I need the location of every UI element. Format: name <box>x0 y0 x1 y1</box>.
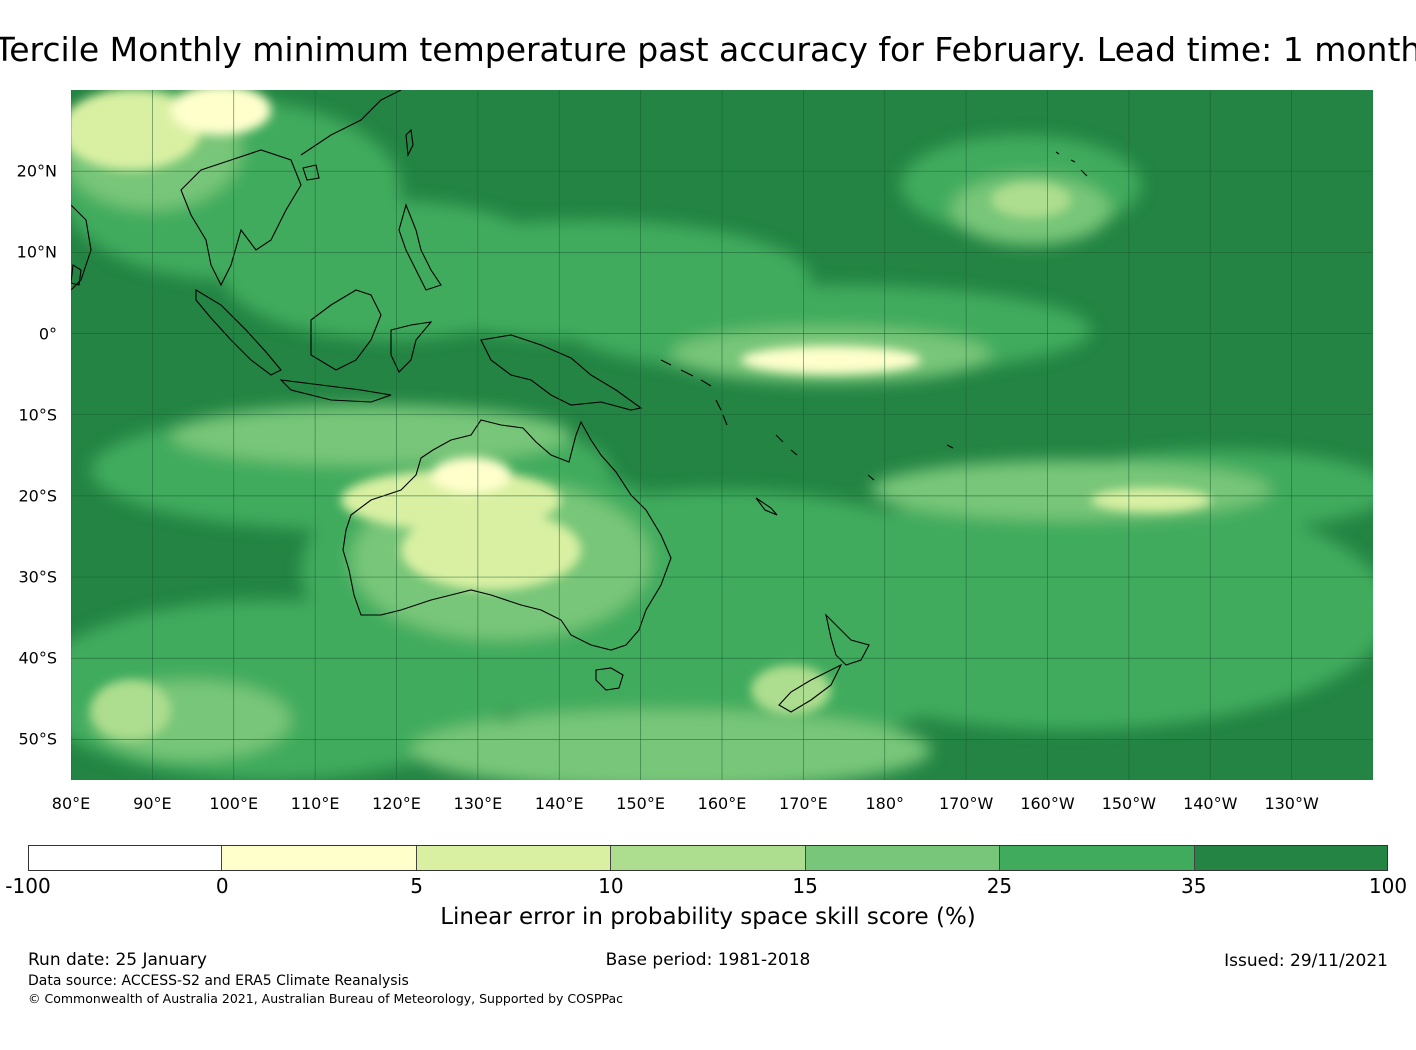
colorbar-tick-label: 15 <box>792 874 818 898</box>
colorbar-segment <box>222 845 417 871</box>
colorbar-segment <box>28 845 223 871</box>
colorbar <box>28 845 1388 871</box>
colorbar-segment <box>1000 845 1195 871</box>
philippines-coast <box>398 203 442 291</box>
base-period: Base period: 1981-2018 <box>605 950 811 970</box>
longitude-label: 160°E <box>697 794 747 813</box>
longitude-label: 130°E <box>453 794 503 813</box>
colorbar-segment <box>805 845 1001 871</box>
latitude-label: 50°S <box>18 729 57 749</box>
high-skill-patches <box>71 90 1211 740</box>
longitude-label: 170°E <box>779 794 828 813</box>
issued-date: Issued: 29/11/2021 <box>1224 951 1388 971</box>
taiwan-coast <box>405 128 414 157</box>
latitude-label: 10°N <box>16 242 57 262</box>
colorbar-tick-label: 0 <box>215 874 229 898</box>
sumatra-coast <box>195 289 282 376</box>
new-guinea-coast <box>480 334 643 411</box>
skill-score-map <box>71 90 1373 780</box>
longitude-label: 140°E <box>534 794 584 813</box>
longitude-label: 120°E <box>372 794 421 813</box>
map-svg <box>71 90 1373 780</box>
colorbar-tick-label: 35 <box>1180 874 1207 898</box>
latitude-label: 20°N <box>16 161 57 181</box>
longitude-label: 110°E <box>290 794 340 813</box>
java-coast <box>279 379 392 403</box>
samoa-tonga-islands <box>867 444 954 481</box>
coastlines <box>71 90 1088 713</box>
data-source: Data source: ACCESS-S2 and ERA5 Climate … <box>28 973 409 989</box>
new-zealand-south <box>778 663 843 713</box>
solomon-islands <box>660 359 712 387</box>
longitude-label: 170°W <box>938 794 994 813</box>
colorbar-segment <box>1194 845 1388 871</box>
longitude-label: 100°E <box>209 794 259 813</box>
map-title: Tercile Monthly minimum temperature past… <box>0 30 1416 69</box>
australia-coast <box>342 419 672 651</box>
vanuatu-islands <box>715 399 728 426</box>
china-coast <box>300 90 402 156</box>
colorbar-tick-label: 10 <box>598 874 624 898</box>
copyright-notice: © Commonwealth of Australia 2021, Austra… <box>28 991 623 1006</box>
colorbar-tick-label: 100 <box>1368 874 1408 898</box>
colorbar-label: Linear error in probability space skill … <box>440 904 976 930</box>
borneo-coast <box>310 289 382 371</box>
colorbar-tick-label: -100 <box>5 874 51 898</box>
hainan-coast <box>302 164 320 181</box>
latitude-label: 40°S <box>18 648 57 668</box>
run-date: Run date: 25 January <box>28 950 207 970</box>
longitude-label: 180° <box>865 794 905 813</box>
longitude-label: 150°E <box>616 794 665 813</box>
latitude-label: 20°S <box>18 486 57 506</box>
longitude-label: 160°W <box>1020 794 1075 813</box>
tasmania-coast <box>595 667 624 691</box>
latitude-label: 0° <box>38 324 57 344</box>
fiji-islands <box>775 434 798 456</box>
graticule <box>71 90 1373 780</box>
longitude-label: 150°W <box>1101 794 1157 813</box>
new-zealand-north <box>825 613 870 666</box>
colorbar-tick-label: 25 <box>986 874 1013 898</box>
longitude-label: 130°W <box>1264 794 1319 813</box>
latitude-label: 10°S <box>18 405 57 425</box>
colorbar-segment <box>416 845 612 871</box>
india-coast <box>71 204 92 291</box>
longitude-label: 90°E <box>133 794 172 813</box>
new-caledonia <box>755 497 778 516</box>
latitude-label: 30°S <box>18 567 57 587</box>
longitude-label: 140°W <box>1183 794 1238 813</box>
sulawesi-coast <box>390 321 433 373</box>
sri-lanka-coast <box>71 264 82 286</box>
colorbar-tick-label: 5 <box>410 874 423 898</box>
colorbar-segment <box>611 845 806 871</box>
longitude-label: 80°E <box>51 794 91 813</box>
